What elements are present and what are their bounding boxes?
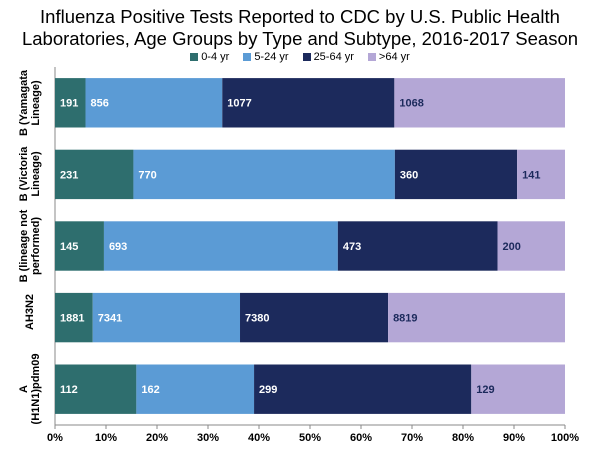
y-tick-label: AH3N2 [24,293,36,330]
bar-segment [136,364,255,414]
x-tick-label: 50% [299,432,321,444]
bar-segment [133,149,395,200]
value-label: 7341 [98,313,122,325]
bar-segment [337,221,498,271]
legend-label: 0-4 yr [201,51,230,63]
bar-segment [55,292,93,343]
value-label: 8819 [393,313,417,325]
value-label: 112 [60,384,78,396]
bar-segment [92,292,241,343]
value-label: 162 [141,384,159,396]
value-label: 141 [522,169,540,181]
value-label: 856 [91,98,109,110]
y-tick-label: B (Yamagata Lineage) [18,69,42,136]
bar-segment [254,364,472,414]
bar-segment [55,364,137,414]
legend-swatch [190,53,199,61]
bar-segment [222,78,395,128]
value-label: 693 [109,241,127,253]
x-tick-label: 40% [248,432,270,444]
bar-segment [388,292,565,343]
x-tick-label: 30% [197,432,219,444]
legend-label: 5-24 yr [254,51,289,63]
value-label: 1077 [227,98,251,110]
bar-segment [471,364,565,414]
x-tick-label: 20% [146,432,168,444]
legend-item: 0-4 yr [190,51,229,63]
chart-title: Influenza Positive Tests Reported to CDC… [21,6,579,49]
bar-segment [103,221,338,271]
value-label: 231 [60,169,78,181]
value-label: 191 [60,98,78,110]
value-label: 473 [343,241,361,253]
bar-segment [55,78,86,128]
x-tick-label: 0% [47,432,63,444]
bar-segment [394,149,518,200]
value-label: 145 [60,241,78,253]
value-label: 1881 [60,313,84,325]
legend-label: 25-64 yr [313,51,354,63]
bar-segment [85,78,223,128]
value-label: 129 [476,384,494,396]
x-tick-label: 70% [401,432,423,444]
legend-swatch [367,53,376,61]
y-tick-label: A (H1N1)pdm09 [18,353,42,425]
legend: 0-4 yr 5-24 yr 25-64 yr >64 yr [0,51,600,63]
legend-label: >64 yr [378,51,410,63]
bar-segment [517,149,565,200]
x-tick-label: 80% [452,432,474,444]
bar-segment [394,78,565,128]
value-label: 770 [138,169,156,181]
legend-swatch [243,53,252,61]
legend-item: 25-64 yr [302,51,354,63]
legend-swatch [302,53,311,61]
bar-segment [55,149,134,200]
value-label: 200 [502,241,520,253]
bar-segment [55,221,104,271]
value-label: 299 [259,384,277,396]
x-tick-label: 60% [350,432,372,444]
y-tick-label: B (Victoria Lineage) [18,146,42,202]
value-label: 360 [400,169,418,181]
x-tick-label: 100% [551,432,579,444]
bar-segment [497,221,565,271]
value-label: 7380 [245,313,269,325]
x-tick-label: 10% [95,432,117,444]
value-label: 1068 [399,98,423,110]
legend-item: >64 yr [367,51,410,63]
bar-segment [240,292,389,343]
legend-item: 5-24 yr [243,51,289,63]
x-tick-label: 90% [503,432,525,444]
